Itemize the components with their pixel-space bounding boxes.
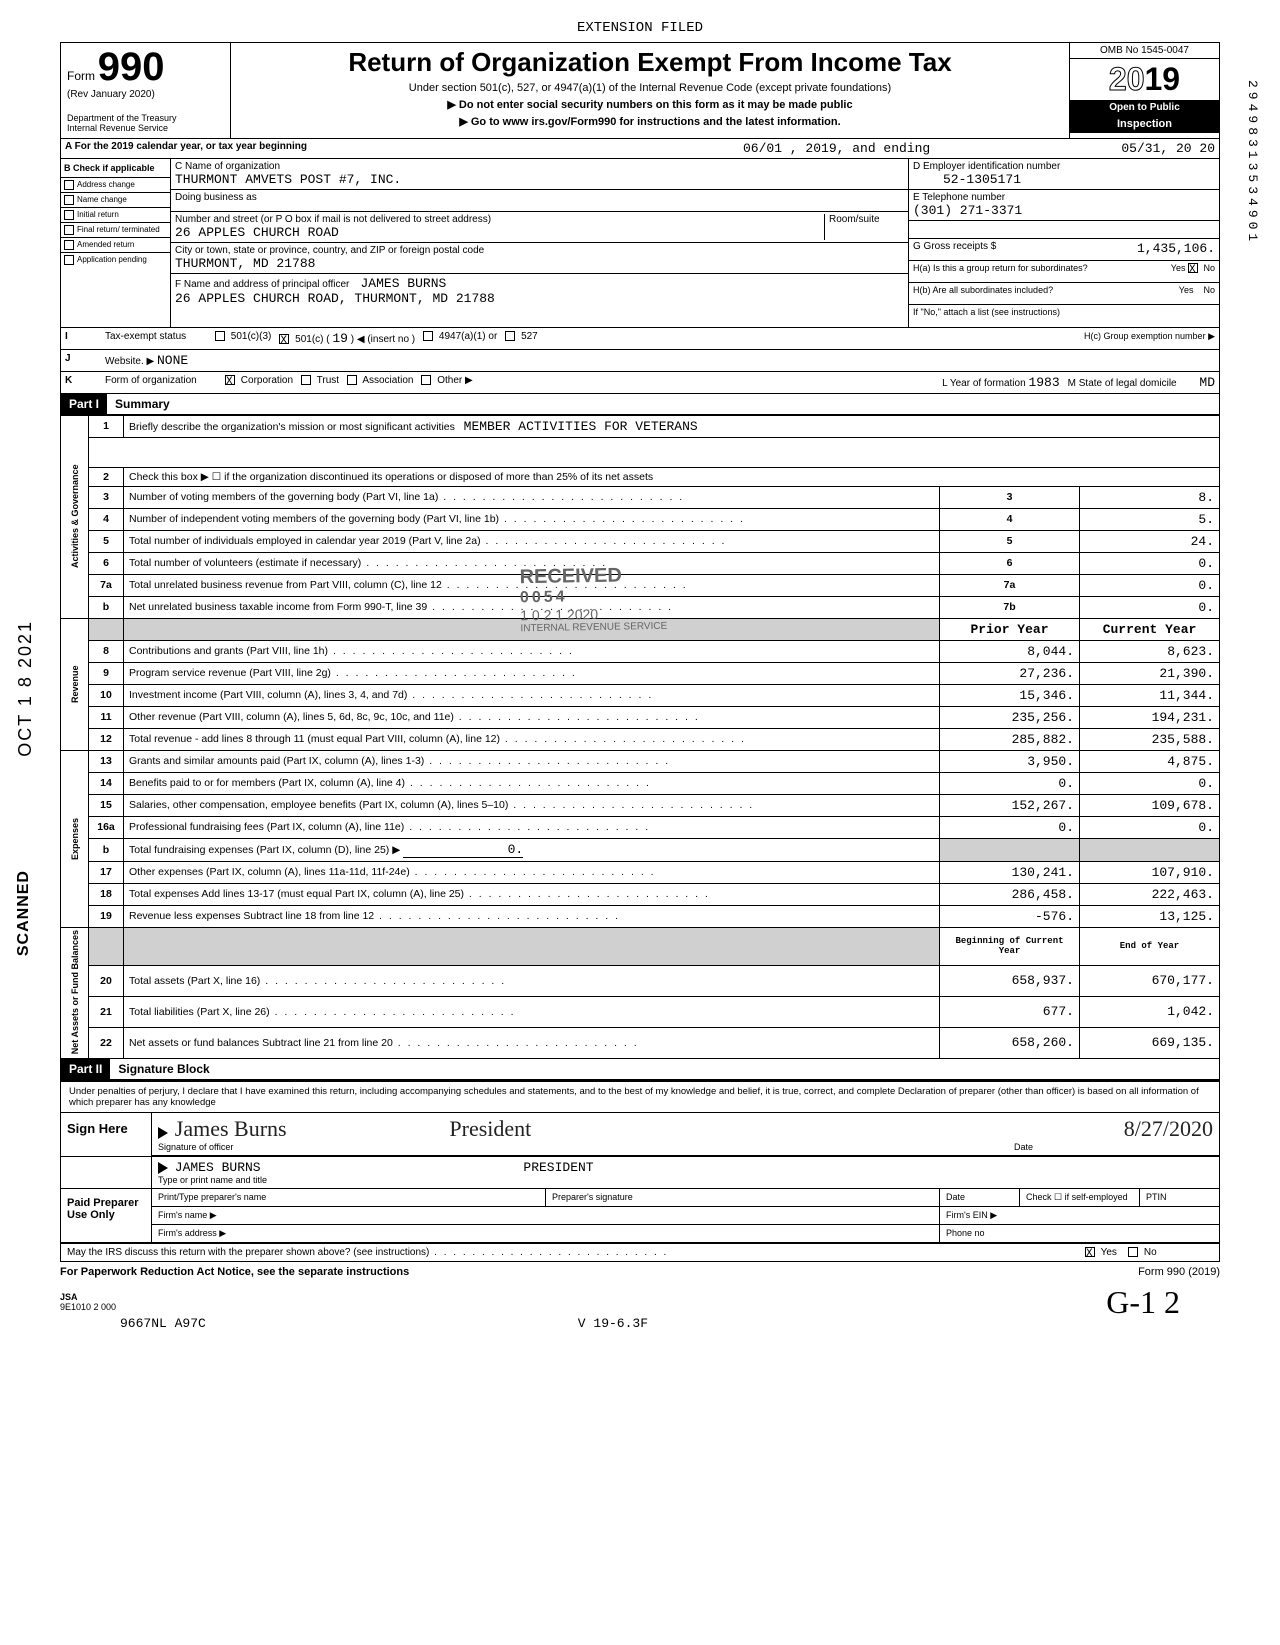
checkbox-name-change[interactable]: Name change	[61, 192, 170, 207]
officer-address: 26 APPLES CHURCH ROAD, THURMONT, MD 2178…	[175, 291, 495, 306]
ssn-warning: ▶ Do not enter social security numbers o…	[241, 98, 1059, 111]
extension-filed-header: EXTENSION FILED	[60, 20, 1220, 36]
hand-annotation: G-1 2	[1106, 1284, 1180, 1321]
line-i-tax-status: I Tax-exempt status 501(c)(3) 501(c) ( 1…	[60, 328, 1220, 350]
section-b-checkboxes: B Check if applicable Address change Nam…	[61, 159, 171, 327]
state-domicile: MD	[1179, 375, 1215, 390]
line-j-website: J Website. ▶ NONE	[60, 350, 1220, 372]
footer-row: For Paperwork Reduction Act Notice, see …	[60, 1262, 1220, 1282]
instructions-link: ▶ Go to www irs.gov/Form990 for instruct…	[241, 115, 1059, 128]
part2-header: Part II Signature Block	[60, 1059, 1220, 1080]
org-name: THURMONT AMVETS POST #7, INC.	[175, 172, 401, 187]
jsa-block: JSA 9E1010 2 000	[60, 1292, 1220, 1312]
city-state-zip: THURMONT, MD 21788	[175, 256, 315, 271]
tax-year: 2019	[1070, 59, 1219, 100]
checkbox-amended[interactable]: Amended return	[61, 237, 170, 252]
paid-preparer-label: Paid Preparer Use Only	[61, 1189, 151, 1242]
side-revenue: Revenue	[61, 618, 89, 750]
received-stamp: RECEIVED 0054 1 0 2 1 2020 INTERNAL REVE…	[519, 564, 667, 635]
officer-name: JAMES BURNS	[360, 276, 446, 291]
tax-year-begin: 06/01 , 2019, and ending	[739, 139, 1019, 158]
telephone: (301) 271-3371	[913, 203, 1022, 218]
dln-code: 29498313534901	[1245, 80, 1260, 245]
side-activities-governance: Activities & Governance	[61, 415, 89, 618]
discuss-yes-checkbox[interactable]	[1085, 1247, 1095, 1257]
website: NONE	[157, 353, 188, 368]
val-line3: 8.	[1080, 486, 1220, 508]
penalty-statement: Under penalties of perjury, I declare th…	[61, 1082, 1219, 1113]
side-expenses: Expenses	[61, 750, 89, 927]
tax-year-end: 05/31, 20 20	[1019, 139, 1219, 158]
street-address: 26 APPLES CHURCH ROAD	[175, 225, 339, 240]
form-number: 990	[98, 45, 165, 89]
side-net-assets: Net Assets or Fund Balances	[61, 927, 89, 1058]
dept-treasury: Department of the Treasury Internal Reve…	[67, 114, 224, 134]
part1-header: Part I Summary	[60, 394, 1220, 415]
form-subtitle: Under section 501(c), 527, or 4947(a)(1)…	[241, 82, 1059, 94]
open-to-public: Open to Public	[1070, 100, 1219, 115]
section-c: C Name of organizationTHURMONT AMVETS PO…	[171, 159, 909, 327]
corp-checkbox[interactable]	[225, 375, 235, 385]
sig-date-hand: 8/27/2020	[1124, 1116, 1213, 1142]
checkbox-final-return[interactable]: Final return/ terminated	[61, 222, 170, 237]
line-a-row: A For the 2019 calendar year, or tax yea…	[60, 139, 1220, 159]
section-d-e: D Employer identification number52-13051…	[909, 159, 1219, 327]
officer-title-print: PRESIDENT	[523, 1160, 593, 1175]
form-label: Form	[67, 69, 95, 83]
officer-signature: James Burns	[175, 1116, 287, 1141]
scan-date-stamp: OCT 1 8 2021	[15, 620, 36, 757]
officer-title-hand: President	[449, 1116, 531, 1141]
val-line5: 24.	[1080, 530, 1220, 552]
501c-checkbox[interactable]	[279, 334, 289, 344]
year-formation: 1983	[1028, 375, 1059, 390]
checkbox-initial-return[interactable]: Initial return	[61, 207, 170, 222]
form-revision: (Rev January 2020)	[67, 89, 224, 100]
val-line7a: 0.	[1080, 574, 1220, 596]
val-line6: 0.	[1080, 552, 1220, 574]
501c-number: 19	[332, 331, 348, 346]
checkbox-address-change[interactable]: Address change	[61, 177, 170, 192]
omb-number: OMB No 1545-0047	[1070, 43, 1219, 59]
form-title: Return of Organization Exempt From Incom…	[241, 47, 1059, 78]
sign-here-label: Sign Here	[61, 1113, 151, 1156]
officer-name-print: JAMES BURNS	[175, 1160, 261, 1175]
bottom-codes: 9667NL A97C V 19-6.3F	[60, 1316, 1220, 1331]
scanned-label: SCANNED	[15, 870, 33, 956]
checkbox-application-pending[interactable]: Application pending	[61, 252, 170, 267]
line-k-org-form: K Form of organization Corporation Trust…	[60, 372, 1220, 394]
gross-receipts: 1,435,106.	[1137, 241, 1215, 256]
val-line7b: 0.	[1080, 596, 1220, 618]
identity-block: B Check if applicable Address change Nam…	[60, 159, 1220, 328]
ein: 52-1305171	[913, 172, 1021, 187]
mission-text: MEMBER ACTIVITIES FOR VETERANS	[464, 419, 698, 434]
ha-no-checkbox[interactable]	[1188, 263, 1198, 273]
signature-block: Under penalties of perjury, I declare th…	[60, 1080, 1220, 1262]
inspection-label: Inspection	[1070, 115, 1219, 133]
form-header: Form 990 (Rev January 2020) Department o…	[60, 42, 1220, 139]
val-line4: 5.	[1080, 508, 1220, 530]
summary-table: Activities & Governance 1 Briefly descri…	[60, 415, 1220, 1059]
